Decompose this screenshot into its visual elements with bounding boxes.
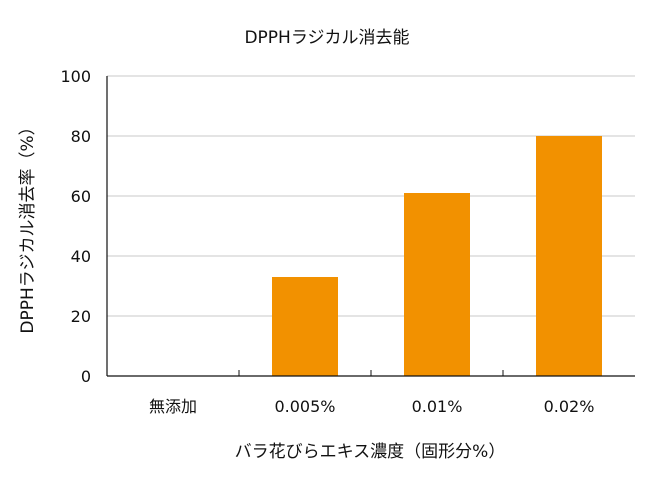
x-tick-label: 0.005% [274, 397, 335, 416]
chart-title: DPPHラジカル消去能 [244, 28, 409, 48]
x-tick-label: 0.02% [544, 397, 595, 416]
y-tick-labels: 0 20 40 60 80 100 [60, 67, 91, 386]
y-axis-label: DPPHラジカル消去率（%） [18, 118, 38, 333]
bar [272, 277, 338, 376]
y-tick-label: 20 [71, 307, 91, 326]
bar [536, 136, 602, 376]
axes [106, 76, 635, 377]
y-tick-label: 60 [71, 187, 91, 206]
y-tick-label: 80 [71, 127, 91, 146]
x-tick-labels: 無添加 0.005% 0.01% 0.02% [149, 397, 594, 416]
y-tick-label: 100 [60, 67, 91, 86]
y-tick-label: 40 [71, 247, 91, 266]
bars [272, 136, 602, 376]
x-axis-label: バラ花びらエキス濃度（固形分%） [235, 442, 506, 462]
y-tick-label: 0 [81, 367, 91, 386]
bar [404, 193, 470, 376]
x-tick-label: 無添加 [149, 397, 197, 416]
x-tick-label: 0.01% [412, 397, 463, 416]
